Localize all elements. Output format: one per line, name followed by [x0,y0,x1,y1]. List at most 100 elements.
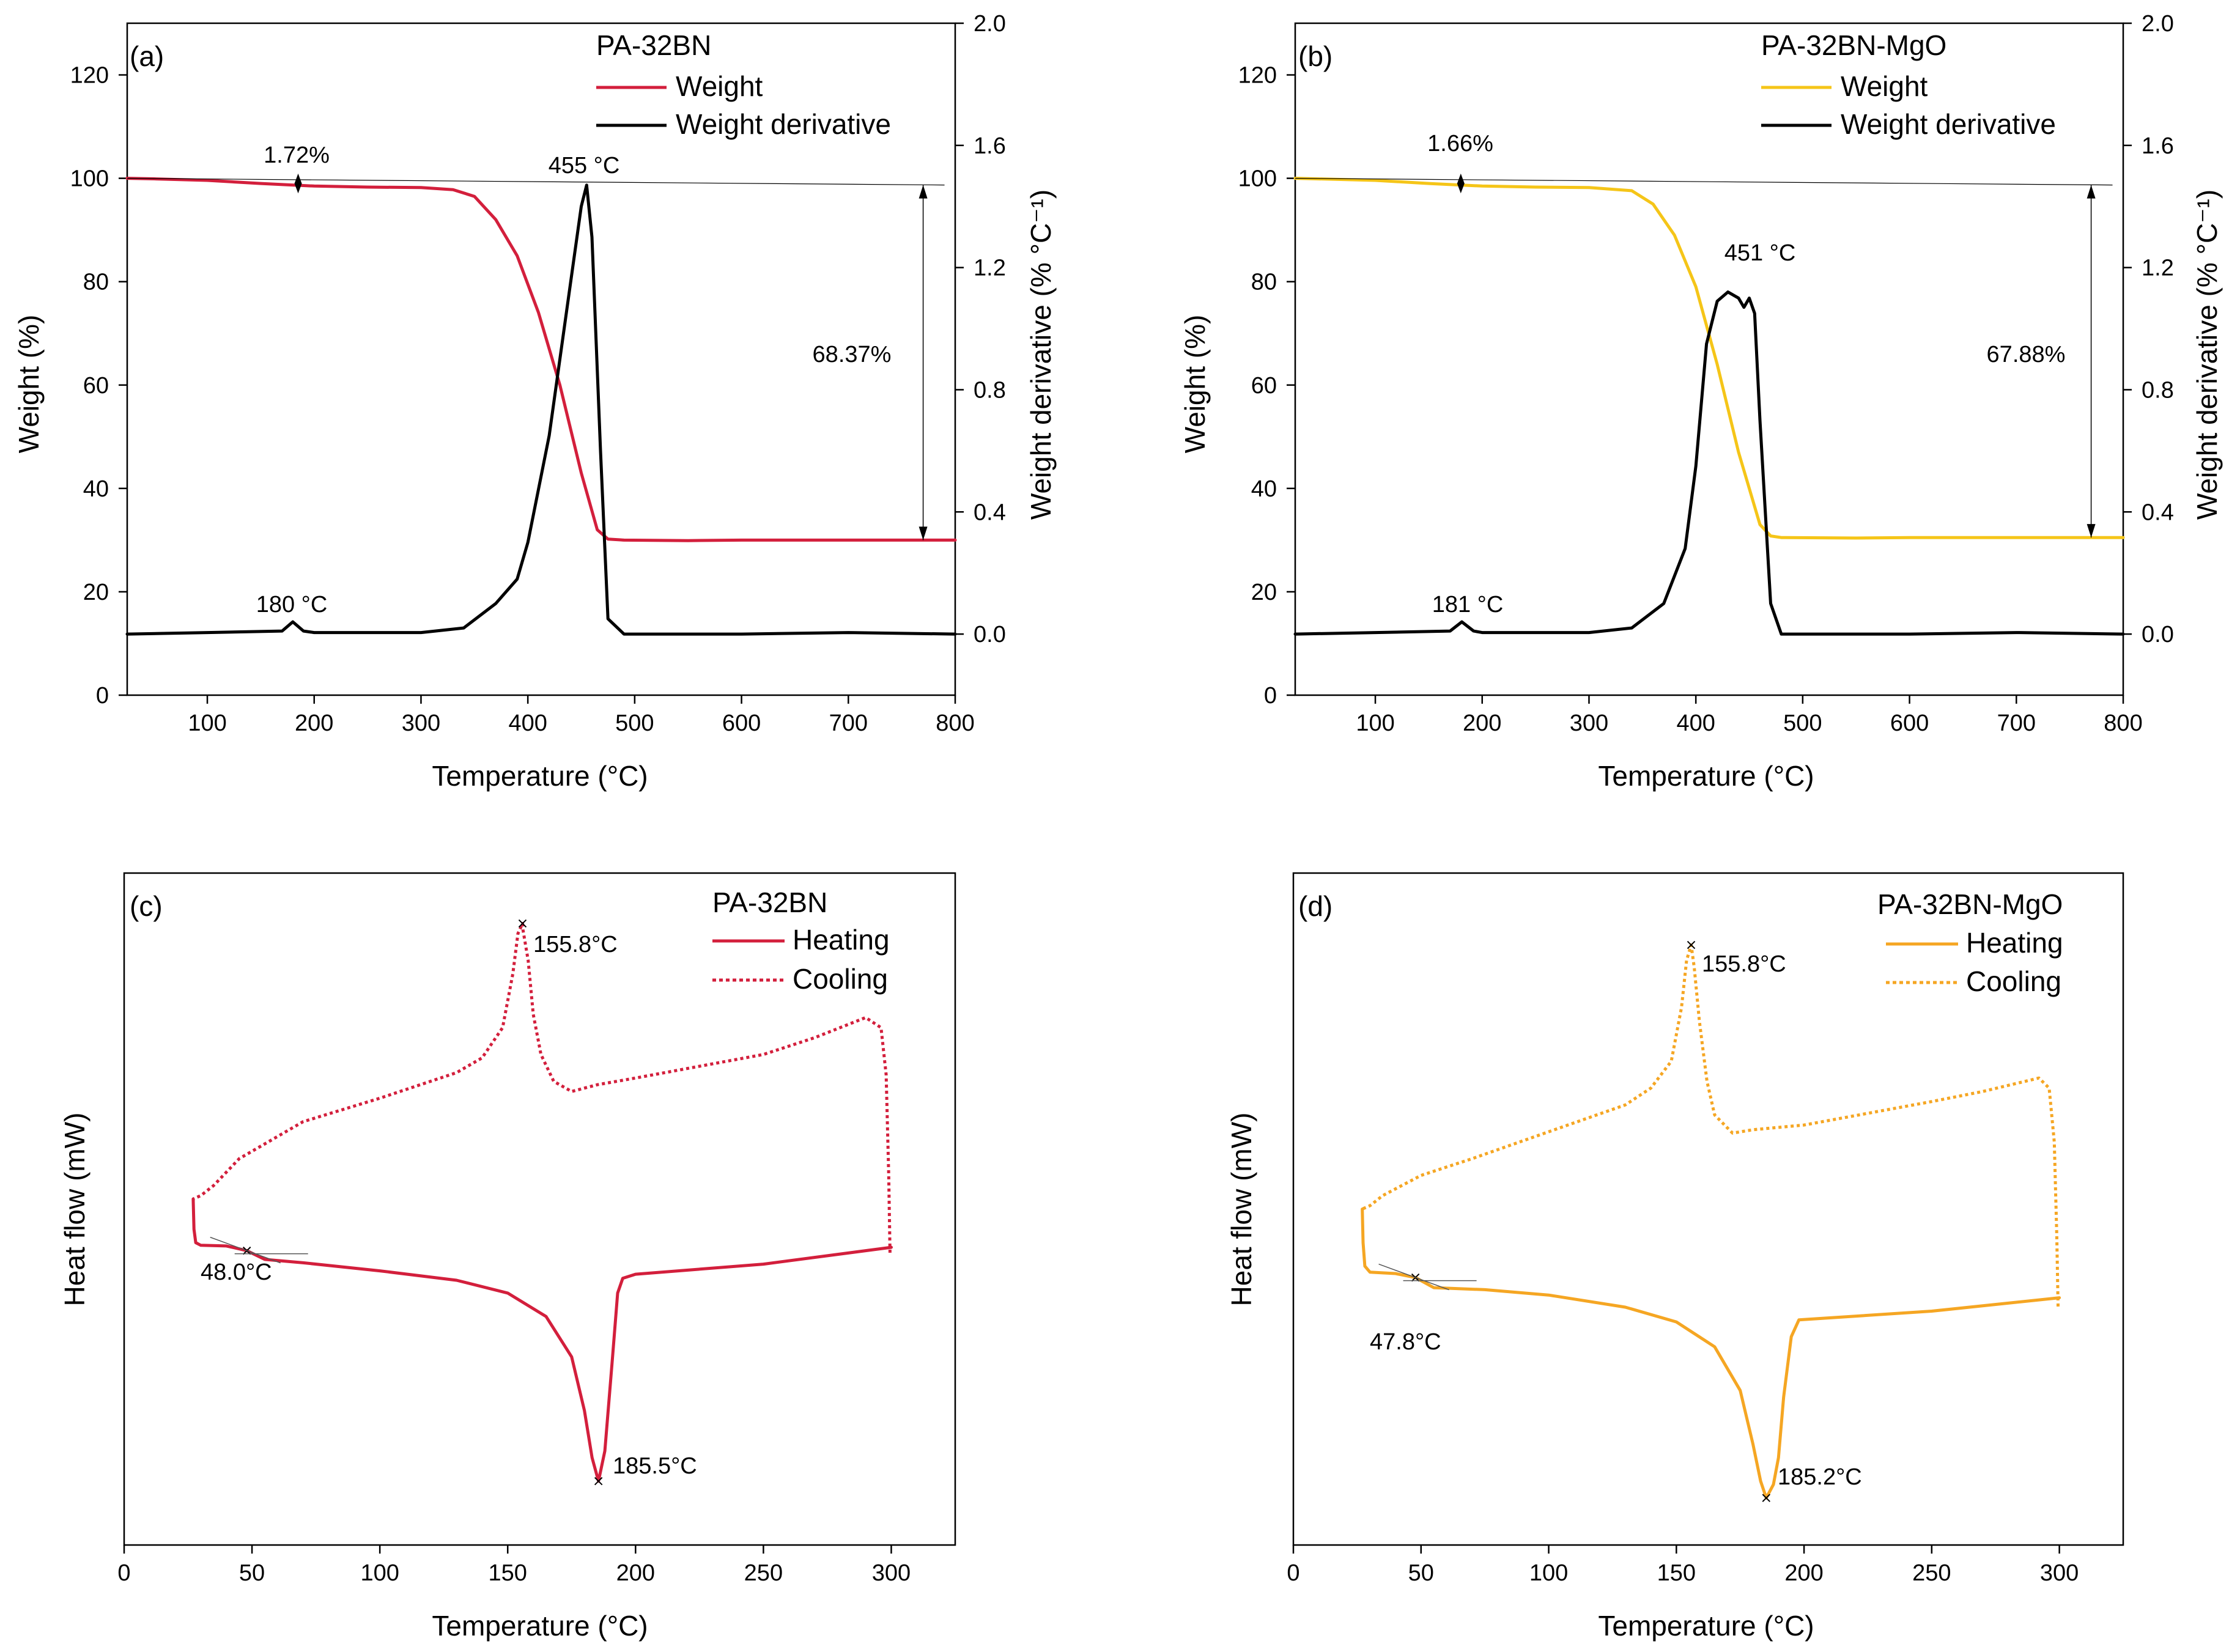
panel-b-y-tick-label: 100 [1238,166,1277,192]
panel-b-loss-arrow-head-up [2087,185,2096,199]
panel-a-series-weight-derivative [125,183,957,636]
panel-d-x-tick-label: 100 [1529,1560,1568,1586]
panel-c-x-axis-title: Temperature (°C) [432,1610,648,1642]
panel-b-x-tick-label: 200 [1463,710,1501,736]
panel-d-frame [1292,872,2124,1546]
panel-b-y2-tick-label: 0.8 [2142,377,2174,403]
panel-b-y2-tick-label: 0.0 [2142,622,2174,647]
panel-c-plot: 0 50 100 150 200 250 300 [117,872,956,1586]
panel-a-loss-arrow-head-up [919,185,928,199]
panel-b-legend-label-derivative: Weight derivative [1841,108,2056,140]
panel-a-series-weight [125,177,957,542]
panel-a-y2-tick-label: 1.2 [974,256,1006,281]
panel-d-x-tick-label: 200 [1784,1560,1823,1586]
panel-a-y2-axis-title: Weight derivative (% °C⁻¹) [1025,190,1057,520]
panel-d-label: (d) [1298,890,1333,922]
panel-d-x-axis-title: Temperature (°C) [1598,1610,1814,1642]
panel-d-x-tick-label: 150 [1657,1560,1696,1586]
panel-b-annotation-melt-temp: 181 °C [1432,592,1504,618]
panel-d-legend-label-heating: Heating [1966,927,2063,959]
panel-d-x-tick-label: 300 [2040,1560,2079,1586]
panel-a-x-tick-label: 700 [829,710,868,736]
panel-c-label: (c) [130,890,163,922]
panel-c-x-tick-label: 200 [616,1560,655,1586]
panel-a-y-tick-label: 120 [70,63,109,89]
panel-b-step-arrow [1457,173,1465,194]
panel-b-y2-tick-label: 2.0 [2142,11,2174,37]
panel-d-annotation-cooling-peak: 155.8°C [1702,951,1786,977]
panel-b-reference-line [1295,178,2113,186]
panel-b-x-tick-label: 800 [2104,710,2142,736]
panel-a-frame [126,22,956,696]
panel-b-y-tick-label: 120 [1238,63,1277,89]
panel-d-plot: 0 50 100 150 200 250 300 [1287,872,2124,1586]
panel-b-legend-title: PA-32BN-MgO [1761,29,1946,61]
panel-b-label: (b) [1298,40,1333,72]
panel-b-y2-tick-label: 1.2 [2142,256,2174,281]
panel-b-x-tick-label: 700 [1997,710,2036,736]
panel-a-y-tick-label: 80 [83,270,109,295]
panel-c-x-tick-label: 100 [360,1560,399,1586]
panel-c-annotation-glass-transition: 48.0°C [201,1259,272,1285]
panel-a-y2-tick-label: 0.8 [974,377,1006,403]
panel-a-y-tick-label: 100 [70,166,109,192]
panel-a-x-tick-label: 800 [936,710,974,736]
panel-a-x-axis-title: Temperature (°C) [432,760,648,792]
panel-a-annotation-mass-loss-1: 1.72% [264,142,330,168]
panel-d-annotation-glass-transition: 47.8°C [1370,1329,1441,1355]
panel-c-legend-label-cooling: Cooling [793,963,888,995]
panel-a-loss-arrow-head-down [919,526,928,540]
panel-b-y-axis-title: Weight (%) [1179,315,1211,454]
panel-d-peak-marker [1687,940,1696,950]
panel-a-y-axis-title: Weight (%) [13,315,45,454]
panel-c-series-cooling [192,921,892,1253]
panel-b-y-tick-label: 40 [1251,476,1277,502]
panel-a-y2-tick-label: 2.0 [974,11,1006,37]
panel-d-series-cooling [1361,943,2060,1307]
panel-c-peak-marker [594,1477,603,1486]
panel-c: 0 50 100 150 200 250 300 (c) PA-32BN Heating C… [59,872,956,1642]
panel-d-x-tick-label: 250 [1912,1560,1951,1586]
panel-a-x-tick-label: 600 [722,710,761,736]
panel-d-y-axis-title: Heat flow (mW) [1225,1113,1257,1307]
panel-c-x-tick-label: 250 [744,1560,783,1586]
panel-a-plot: 100 200 300 400 500 600 700 800 0 20 40 60 80 100 120 0… [70,11,1006,736]
panel-b-y2-tick-label: 0.4 [2142,500,2174,525]
panel-a-x-tick-label: 100 [188,710,226,736]
panel-b-loss-arrow-head-down [2087,524,2096,538]
panel-b-plot: 100 200 300 400 500 600 700 800 0 20 40 60 80 100 120 0… [1238,11,2174,736]
panel-a-label: (a) [130,40,164,72]
panel-a-y2-tick-label: 1.6 [974,133,1006,159]
panel-a-y-tick-label: 60 [83,373,109,399]
panel-d-legend-title: PA-32BN-MgO [1877,888,2063,920]
panel-b-annotation-mass-loss-2: 67.88% [1987,342,2066,367]
panel-b-annotation-mass-loss-1: 1.66% [1427,131,1493,157]
panel-c-legend-title: PA-32BN [712,887,827,918]
panel-c-annotation-heating-peak: 185.5°C [613,1453,697,1479]
panel-d-series-heating [1361,1208,2061,1500]
panel-b-y-tick-label: 0 [1264,683,1277,709]
panel-a-step-arrow [294,173,302,194]
panel-b-y2-tick-label: 1.6 [2142,133,2174,159]
panel-a-y-tick-label: 40 [83,476,109,502]
panel-b-series-weight-derivative [1293,290,2125,636]
panel-c-y-axis-title: Heat flow (mW) [59,1113,91,1307]
panel-d: 0 50 100 150 200 250 300 (d) PA-32BN-MgO Heati… [1225,872,2124,1642]
panel-b-series-weight [1293,177,2125,540]
panel-a-legend-label-derivative: Weight derivative [676,108,891,140]
panel-b-y2-axis-title: Weight derivative (% °C⁻¹) [2191,190,2223,520]
panel-b-annotation-peak-temp: 451 °C [1724,240,1796,266]
panel-c-peak-marker [518,919,527,928]
panel-b-y-tick-label: 60 [1251,373,1277,399]
panel-a-y2-tick-label: 0.4 [974,500,1006,525]
panel-c-series-heating [191,1197,893,1483]
panel-a-y2-tick-label: 0.0 [974,622,1006,647]
panel-d-peak-marker [1762,1494,1770,1502]
panel-a-y-tick-label: 0 [96,683,109,709]
panel-a-x-tick-label: 300 [402,710,440,736]
panel-b-x-tick-label: 600 [1890,710,1929,736]
panel-a-annotation-melt-temp: 180 °C [256,592,328,618]
panel-a-legend-title: PA-32BN [596,29,711,61]
